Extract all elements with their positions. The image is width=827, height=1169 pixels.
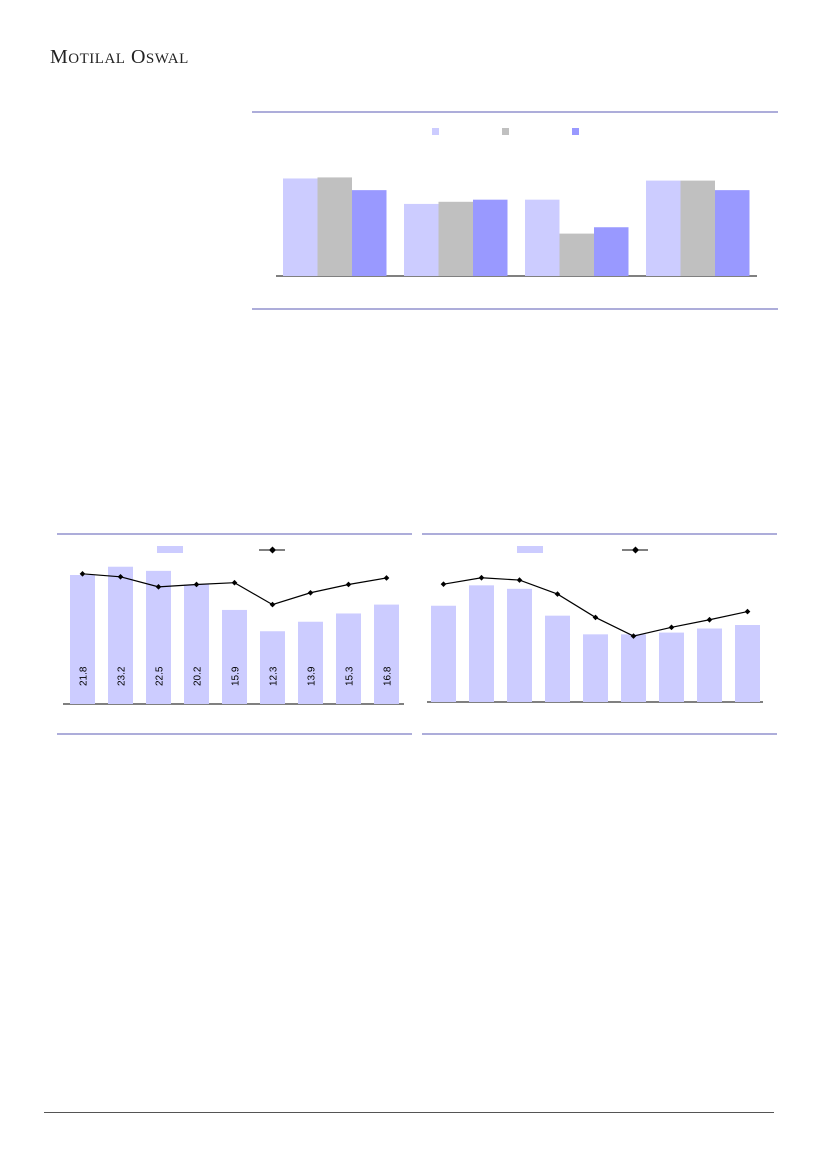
bar-s1-g4 [646, 180, 681, 276]
bar-9 [735, 625, 760, 702]
bar-line-chart-right [422, 532, 777, 736]
bar-s3-g1 [352, 190, 387, 276]
bar-2 [108, 566, 133, 704]
bar-line-chart-right-svg [422, 533, 777, 735]
bar-s2-g1 [317, 177, 352, 276]
line-point-3 [516, 577, 523, 583]
line-point-8 [706, 616, 713, 623]
line-point-2 [478, 574, 485, 581]
bar-4 [545, 615, 570, 702]
bar-s3-g3 [594, 227, 629, 276]
bar-6 [621, 634, 646, 702]
grouped-bar-chart [252, 110, 778, 312]
bar-s2-g2 [438, 201, 473, 276]
bar-8 [697, 628, 722, 702]
legend-bar-swatch [157, 546, 183, 553]
line-point-9 [744, 608, 751, 615]
data-label-7: 13.9 [307, 666, 318, 686]
grouped-bar-chart-svg [252, 111, 778, 310]
legend-swatch-1 [432, 128, 439, 135]
legend-swatch-3 [572, 128, 579, 135]
bar-5 [222, 609, 247, 704]
legend-line-marker [631, 546, 640, 554]
legend-bar-swatch [517, 546, 543, 553]
bar-7 [659, 632, 684, 702]
bar-line-chart-left-svg: 21.8 23.2 22.5 20.2 15.9 12.3 13.9 15.3 16.8 [57, 533, 412, 735]
bar-2 [469, 585, 494, 702]
data-label-4: 20.2 [193, 666, 204, 686]
bar-6 [260, 631, 285, 704]
line-point-8 [345, 581, 352, 588]
line-point-7 [307, 589, 314, 596]
bar-s1-g2 [404, 203, 439, 276]
bar-1 [431, 605, 456, 702]
data-label-1: 21.8 [79, 666, 90, 686]
bar-3 [507, 588, 532, 702]
data-label-2: 23.2 [117, 666, 128, 686]
data-label-9: 16.8 [383, 666, 394, 686]
bar-line-chart-left: 21.8 23.2 22.5 20.2 15.9 12.3 13.9 15.3 16.8 [57, 532, 412, 736]
data-label-3: 22.5 [155, 666, 166, 686]
bar-s1-g1 [283, 178, 318, 276]
brand-logo: MOTILAL OSWAL [50, 46, 189, 68]
footer-divider [44, 1112, 774, 1113]
bar-s1-g3 [525, 199, 560, 276]
bar-s3-g4 [715, 190, 750, 276]
line-point-5 [231, 579, 238, 586]
line-point-1 [440, 581, 447, 587]
bar-7 [298, 621, 323, 704]
line-point-4 [554, 591, 561, 597]
line-point-6 [269, 601, 276, 608]
data-label-8: 15.3 [345, 666, 356, 686]
line-point-5 [592, 614, 599, 621]
bar-1 [70, 575, 95, 704]
bar-8 [336, 613, 361, 704]
bar-5 [583, 634, 608, 702]
line-point-9 [383, 575, 390, 581]
bar-9 [374, 604, 399, 704]
legend-line-marker [268, 546, 277, 554]
bar-s2-g4 [680, 180, 715, 276]
data-label-6: 12.3 [269, 666, 280, 686]
bar-s2-g3 [559, 233, 594, 276]
bar-s3-g2 [473, 199, 508, 276]
line-point-7 [668, 624, 675, 631]
bar-3 [146, 570, 171, 704]
line-point-6 [630, 633, 637, 639]
data-label-5: 15.9 [231, 666, 242, 686]
legend-swatch-2 [502, 128, 509, 135]
bar-4 [184, 584, 209, 704]
